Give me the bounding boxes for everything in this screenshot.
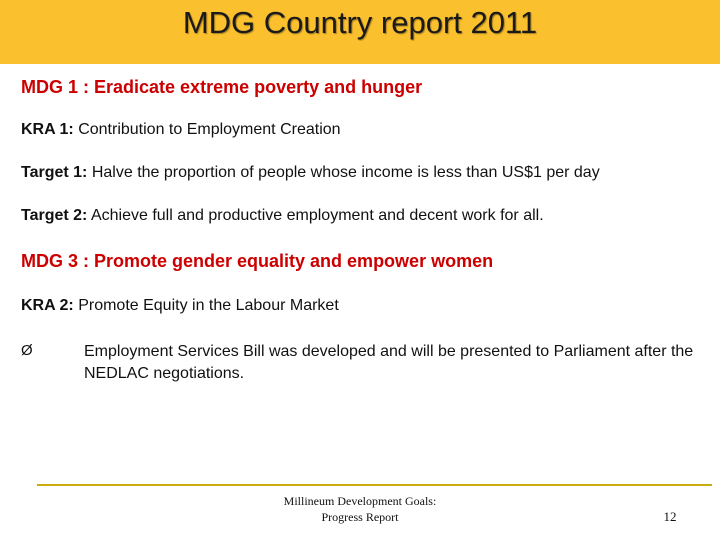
mdg3-heading: MDG 3 : Promote gender equality and empo… xyxy=(21,251,494,271)
target1-text: Halve the proportion of people whose inc… xyxy=(87,164,600,181)
slide-title: MDG Country report 2011 xyxy=(182,5,538,40)
kra1-label: KRA 1: xyxy=(21,121,74,138)
footer-divider xyxy=(37,484,712,486)
arrow-bullet-icon: Ø xyxy=(21,342,33,359)
footer-line-2: Progress Report xyxy=(321,510,399,524)
target2-line: Target 2: Achieve full and productive em… xyxy=(21,207,544,225)
target2-label: Target 2: xyxy=(21,207,88,224)
kra1-line: KRA 1: Contribution to Employment Creati… xyxy=(21,121,341,139)
kra2-line: KRA 2: Promote Equity in the Labour Mark… xyxy=(21,297,339,315)
footer-line-1: Millineum Development Goals: xyxy=(283,494,437,508)
target1-label: Target 1: xyxy=(21,164,88,181)
kra2-label: KRA 2: xyxy=(21,297,74,314)
footer-caption: Millineum Development Goals: Progress Re… xyxy=(265,493,455,525)
target1-line: Target 1: Halve the proportion of people… xyxy=(21,164,600,182)
page-number: 12 xyxy=(663,509,677,524)
title-bar xyxy=(0,0,720,64)
kra1-text: Contribution to Employment Creation xyxy=(73,121,341,138)
bullet-text: Employment Services Bill was developed a… xyxy=(84,343,694,382)
target2-text: Achieve full and productive employment a… xyxy=(87,207,544,224)
mdg1-heading: MDG 1 : Eradicate extreme poverty and hu… xyxy=(21,77,423,97)
kra2-text: Promote Equity in the Labour Market xyxy=(73,297,339,314)
